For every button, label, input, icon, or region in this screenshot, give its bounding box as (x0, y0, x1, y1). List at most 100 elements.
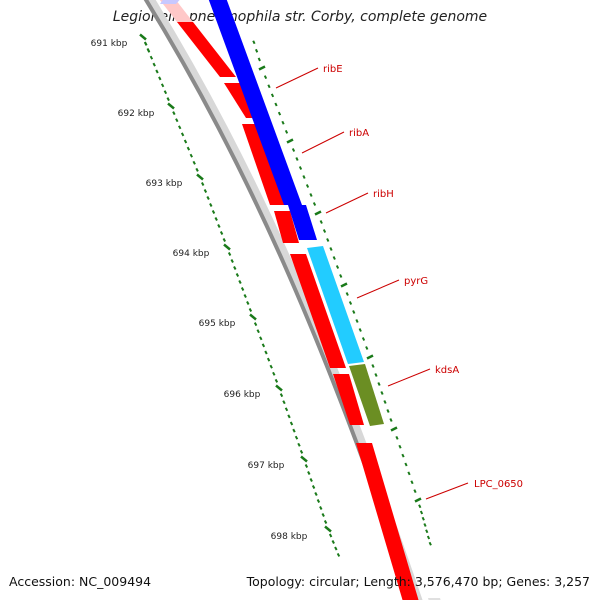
ruler-minor-tick (178, 125, 182, 130)
ruler-minor-tick (143, 41, 148, 46)
map-title: Legionella pneumophila str. Corby, compl… (112, 9, 488, 25)
ruler-minor-tick (230, 259, 234, 263)
ruler-minor-tick (240, 287, 245, 291)
track-minor-tick (252, 40, 256, 45)
track-minor-tick (418, 504, 422, 509)
ruler-minor-tick (146, 48, 150, 52)
ruler-tick-label: 693 kbp (146, 179, 183, 189)
track-minor-tick (423, 523, 427, 527)
ruler-minor-tick (203, 189, 208, 193)
gene-label-kdsA: kdsA (435, 365, 459, 376)
ruler-major-tick (196, 173, 204, 181)
ruler-minor-tick (309, 478, 313, 482)
ruler-minor-tick (195, 167, 199, 172)
track-major-tick (414, 497, 422, 503)
track-minor-tick (374, 373, 378, 377)
ruler-ticks: 691 kbp 692 kbp 693 kbp 694 kbp 695 kbp 696 k… (91, 33, 432, 557)
ruler-minor-tick (227, 252, 232, 256)
ruler-minor-tick (209, 203, 213, 207)
track-major-tick (286, 138, 294, 144)
ruler-major-tick (324, 525, 332, 533)
ruler-minor-tick (316, 499, 321, 503)
ruler-minor-tick (334, 546, 338, 551)
track-minor-tick (345, 292, 349, 296)
ruler-minor-tick (222, 238, 226, 242)
track-minor-tick (254, 48, 259, 53)
ruler-minor-tick (279, 393, 284, 398)
ruler-minor-tick (155, 69, 159, 74)
gene-label-ribA: ribA (349, 128, 369, 139)
gene-olive-kdsA (349, 364, 384, 426)
ruler-minor-tick (166, 97, 170, 102)
ruler-minor-tick (282, 400, 286, 405)
track-minor-tick (295, 157, 299, 161)
track-minor-tick (389, 418, 393, 422)
track-major-tick (390, 426, 398, 432)
ruler-minor-tick (272, 371, 276, 376)
track-minor-tick (380, 391, 384, 395)
track-minor-tick (291, 148, 296, 152)
cds-block-1 (159, 0, 193, 22)
track-minor-tick (425, 529, 429, 534)
gene-label-leader-LPC_0650 (425, 482, 469, 500)
ruler-tick-label: 697 kbp (248, 461, 285, 471)
gene-label-leader-ribE (275, 67, 319, 89)
ruler-tick-label: 695 kbp (199, 319, 236, 329)
track-minor-tick (257, 57, 261, 62)
ruler-minor-tick (321, 513, 325, 517)
accession-text: Accession: NC_009494 (9, 574, 152, 589)
ruler-minor-tick (299, 449, 304, 454)
backbone (143, 0, 415, 600)
gene-blue-ribH (288, 205, 317, 240)
track-minor-tick (302, 175, 306, 179)
ruler-tick-label: 696 kbp (224, 390, 261, 400)
gene-blue-top-fade (160, 0, 180, 4)
track-minor-tick (377, 382, 381, 386)
track-minor-tick (274, 102, 278, 107)
track-minor-tick (309, 193, 313, 197)
ruler-minor-tick (261, 343, 266, 348)
ruler-minor-tick (163, 90, 168, 95)
ruler-minor-tick (294, 435, 299, 440)
ruler-minor-tick (297, 442, 301, 447)
ruler-minor-tick (292, 428, 296, 433)
ruler-minor-tick (201, 182, 205, 186)
ruler-minor-tick (304, 464, 309, 468)
track-minor-tick (312, 202, 317, 206)
ruler-tick-label: 691 kbp (91, 39, 128, 49)
track-minor-tick (263, 75, 268, 80)
track-minor-tick (398, 444, 402, 449)
track-minor-tick (267, 84, 271, 89)
ruler-minor-tick (266, 357, 271, 362)
ruler-minor-tick (233, 266, 237, 270)
track-major-tick (258, 65, 266, 71)
gene-label-leader-ribH (325, 192, 369, 214)
gene-cyan-pyrG (307, 246, 364, 364)
ruler-minor-tick (180, 132, 185, 137)
ruler-minor-tick (287, 414, 291, 419)
ruler-major-tick (167, 102, 175, 110)
cds-block-4 (242, 124, 286, 205)
ruler-minor-tick (158, 76, 162, 81)
track-minor-tick (305, 184, 310, 188)
ruler-minor-tick (189, 153, 193, 158)
gene-labels: ribE ribA ribH pyrG kdsA LPC_0650 (275, 64, 523, 500)
ruler-minor-tick (259, 336, 263, 341)
cds-block-5 (274, 211, 299, 243)
gene-label-leader-kdsA (387, 368, 431, 387)
track-minor-tick (339, 274, 343, 278)
track-minor-tick (410, 480, 414, 485)
cds-block-8 (356, 443, 419, 600)
track-minor-tick (284, 129, 289, 134)
track-minor-tick (428, 541, 432, 546)
track-minor-tick (319, 220, 323, 224)
gene-label-leader-ribA (301, 131, 345, 154)
ruler-minor-tick (331, 540, 335, 544)
ruler-minor-tick (192, 160, 196, 165)
track-major-tick (340, 282, 348, 288)
ruler-minor-tick (214, 217, 218, 221)
track-minor-tick (413, 489, 417, 494)
ruler-minor-tick (328, 533, 333, 538)
track-minor-tick (355, 319, 359, 323)
